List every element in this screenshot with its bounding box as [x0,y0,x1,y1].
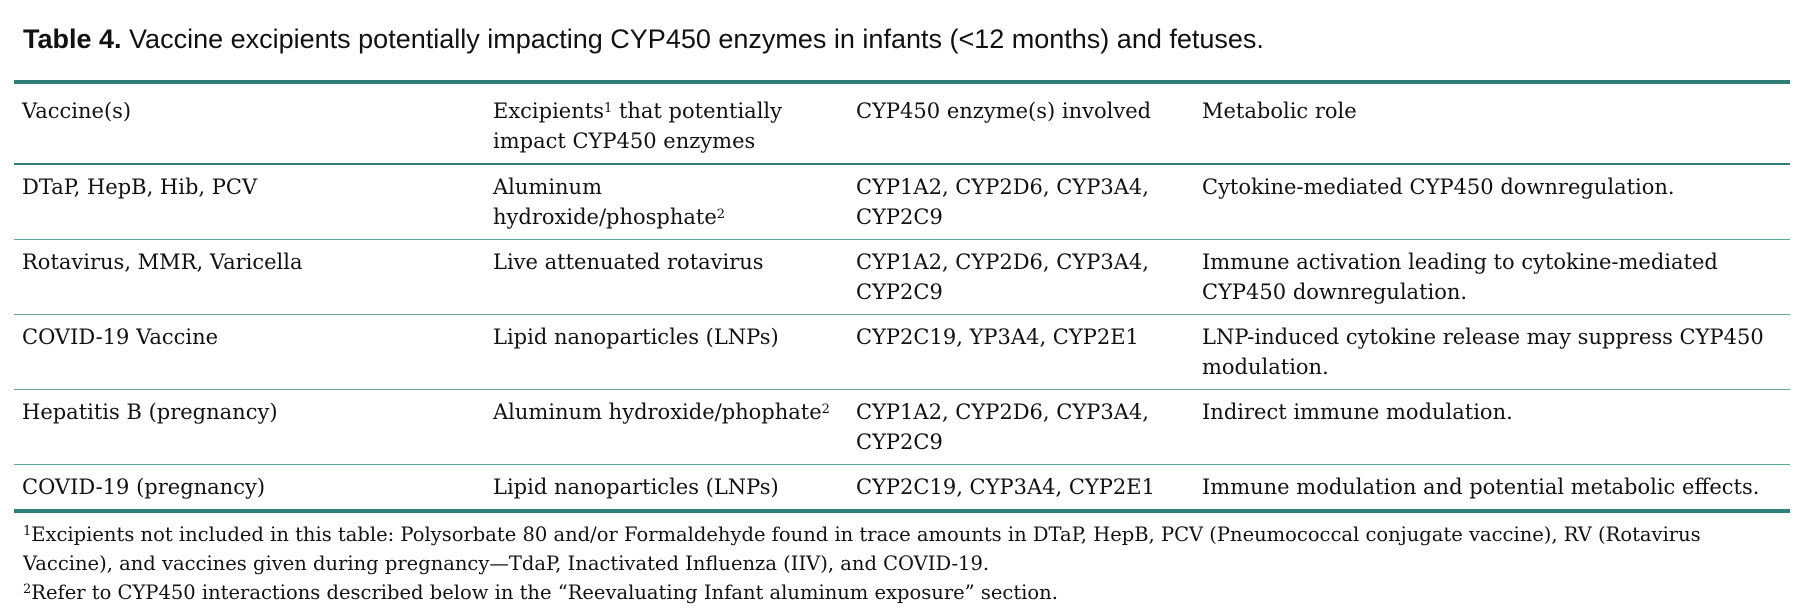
header-cell: CYP450 enzyme(s) involved [848,80,1194,165]
header-cell: Metabolic role [1194,80,1790,165]
table-title: Table 4. Vaccine excipients potentially … [23,24,1264,55]
cell-text: Lipid nanoparticles (LNPs) [493,325,779,349]
table-row: COVID-19 (pregnancy) Lipid nanoparticles … [14,464,1790,513]
cell-text: Immune activation leading to cytokine-me… [1202,250,1718,304]
table-cell: LNP-induced cytokine release may suppres… [1194,314,1790,390]
cell-text: Excipients [493,99,604,123]
table-cell: Indirect immune modulation. [1194,389,1790,465]
header-cell: Excipients1 that potentially impact CYP4… [485,80,848,165]
cell-text: Aluminum hydroxide/phosphate [493,175,717,229]
table-label: Table 4. [23,24,122,54]
table-cell: Lipid nanoparticles (LNPs) [485,464,848,513]
table-cell: COVID-19 Vaccine [14,314,485,390]
cell-text: CYP1A2, CYP2D6, CYP3A4, CYP2C9 [856,400,1149,454]
footnote-ref: 2 [821,402,830,417]
table-cell: Hepatitis B (pregnancy) [14,389,485,465]
table-cell: Aluminum hydroxide/phophate2 [485,389,848,465]
table-cell: Rotavirus, MMR, Varicella [14,239,485,315]
cell-text: Metabolic role [1202,99,1357,123]
footnote-mark: 1 [23,524,32,539]
table-cell: Cytokine-mediated CYP450 downregulation. [1194,164,1790,240]
footnote-ref: 1 [603,101,613,116]
footnote-ref: 2 [716,207,726,222]
table-body: DTaP, HepB, Hib, PCV Aluminum hydroxide/p… [14,164,1790,513]
footnote: 2Refer to CYP450 interactions described … [23,578,1788,607]
footnote-mark: 2 [23,582,32,597]
cell-text: COVID-19 Vaccine [22,325,219,349]
table-cell: COVID-19 (pregnancy) [14,464,485,513]
cell-text: Lipid nanoparticles (LNPs) [493,475,779,499]
title-text: Vaccine excipients potentially impacting… [121,24,1264,54]
cell-text: DTaP, HepB, Hib, PCV [22,175,258,199]
cell-text: Hepatitis B (pregnancy) [22,400,278,424]
cell-text: CYP1A2, CYP2D6, CYP3A4, CYP2C9 [856,250,1149,304]
footnote: 1Excipients not included in this table: … [23,520,1788,578]
table-cell: Live attenuated rotavirus [485,239,848,315]
table-cell: Aluminum hydroxide/phosphate2 [485,164,848,240]
table-cell: Lipid nanoparticles (LNPs) [485,314,848,390]
header-row: Vaccine(s) Excipients1 that potentially i… [14,80,1790,165]
cell-text: CYP2C19, YP3A4, CYP2E1 [856,325,1139,349]
table-cell: DTaP, HepB, Hib, PCV [14,164,485,240]
footnotes: 1Excipients not included in this table: … [23,520,1788,607]
cell-text: Aluminum hydroxide/phophate [493,400,822,424]
table: Vaccine(s) Excipients1 that potentially i… [14,80,1790,513]
table-row: Rotavirus, MMR, Varicella Live attenuated… [14,239,1790,315]
footnote-text: Excipients not included in this table: P… [23,523,1701,575]
table-cell: CYP2C19, YP3A4, CYP2E1 [848,314,1194,390]
table-cell: Immune modulation and potential metaboli… [1194,464,1790,513]
table-header: Vaccine(s) Excipients1 that potentially i… [14,80,1790,165]
table-row: Hepatitis B (pregnancy) Aluminum hydroxid… [14,389,1790,465]
footnote-text: Refer to CYP450 interactions described b… [31,581,1058,604]
table-cell: CYP1A2, CYP2D6, CYP3A4, CYP2C9 [848,239,1194,315]
cell-text: Cytokine-mediated CYP450 downregulation. [1202,175,1675,199]
table-row: DTaP, HepB, Hib, PCV Aluminum hydroxide/p… [14,164,1790,240]
cell-text: COVID-19 (pregnancy) [22,475,266,499]
header-cell: Vaccine(s) [14,80,485,165]
cell-text: Live attenuated rotavirus [493,250,764,274]
cell-text: CYP1A2, CYP2D6, CYP3A4, CYP2C9 [856,175,1149,229]
table-cell: CYP2C19, CYP3A4, CYP2E1 [848,464,1194,513]
cell-text: CYP450 enzyme(s) involved [856,99,1152,123]
cell-text: Indirect immune modulation. [1202,400,1513,424]
table-row: COVID-19 Vaccine Lipid nanoparticles (LNP… [14,314,1790,390]
table-cell: Immune activation leading to cytokine-me… [1194,239,1790,315]
cell-text: CYP2C19, CYP3A4, CYP2E1 [856,475,1155,499]
cell-text: Immune modulation and potential metaboli… [1202,475,1760,499]
table-cell: CYP1A2, CYP2D6, CYP3A4, CYP2C9 [848,164,1194,240]
cell-text: Rotavirus, MMR, Varicella [22,250,303,274]
cell-text: LNP-induced cytokine release may suppres… [1202,325,1764,379]
table-cell: CYP1A2, CYP2D6, CYP3A4, CYP2C9 [848,389,1194,465]
cell-text: that potentially impact CYP450 enzymes [493,99,782,153]
cell-text: Vaccine(s) [22,99,132,123]
